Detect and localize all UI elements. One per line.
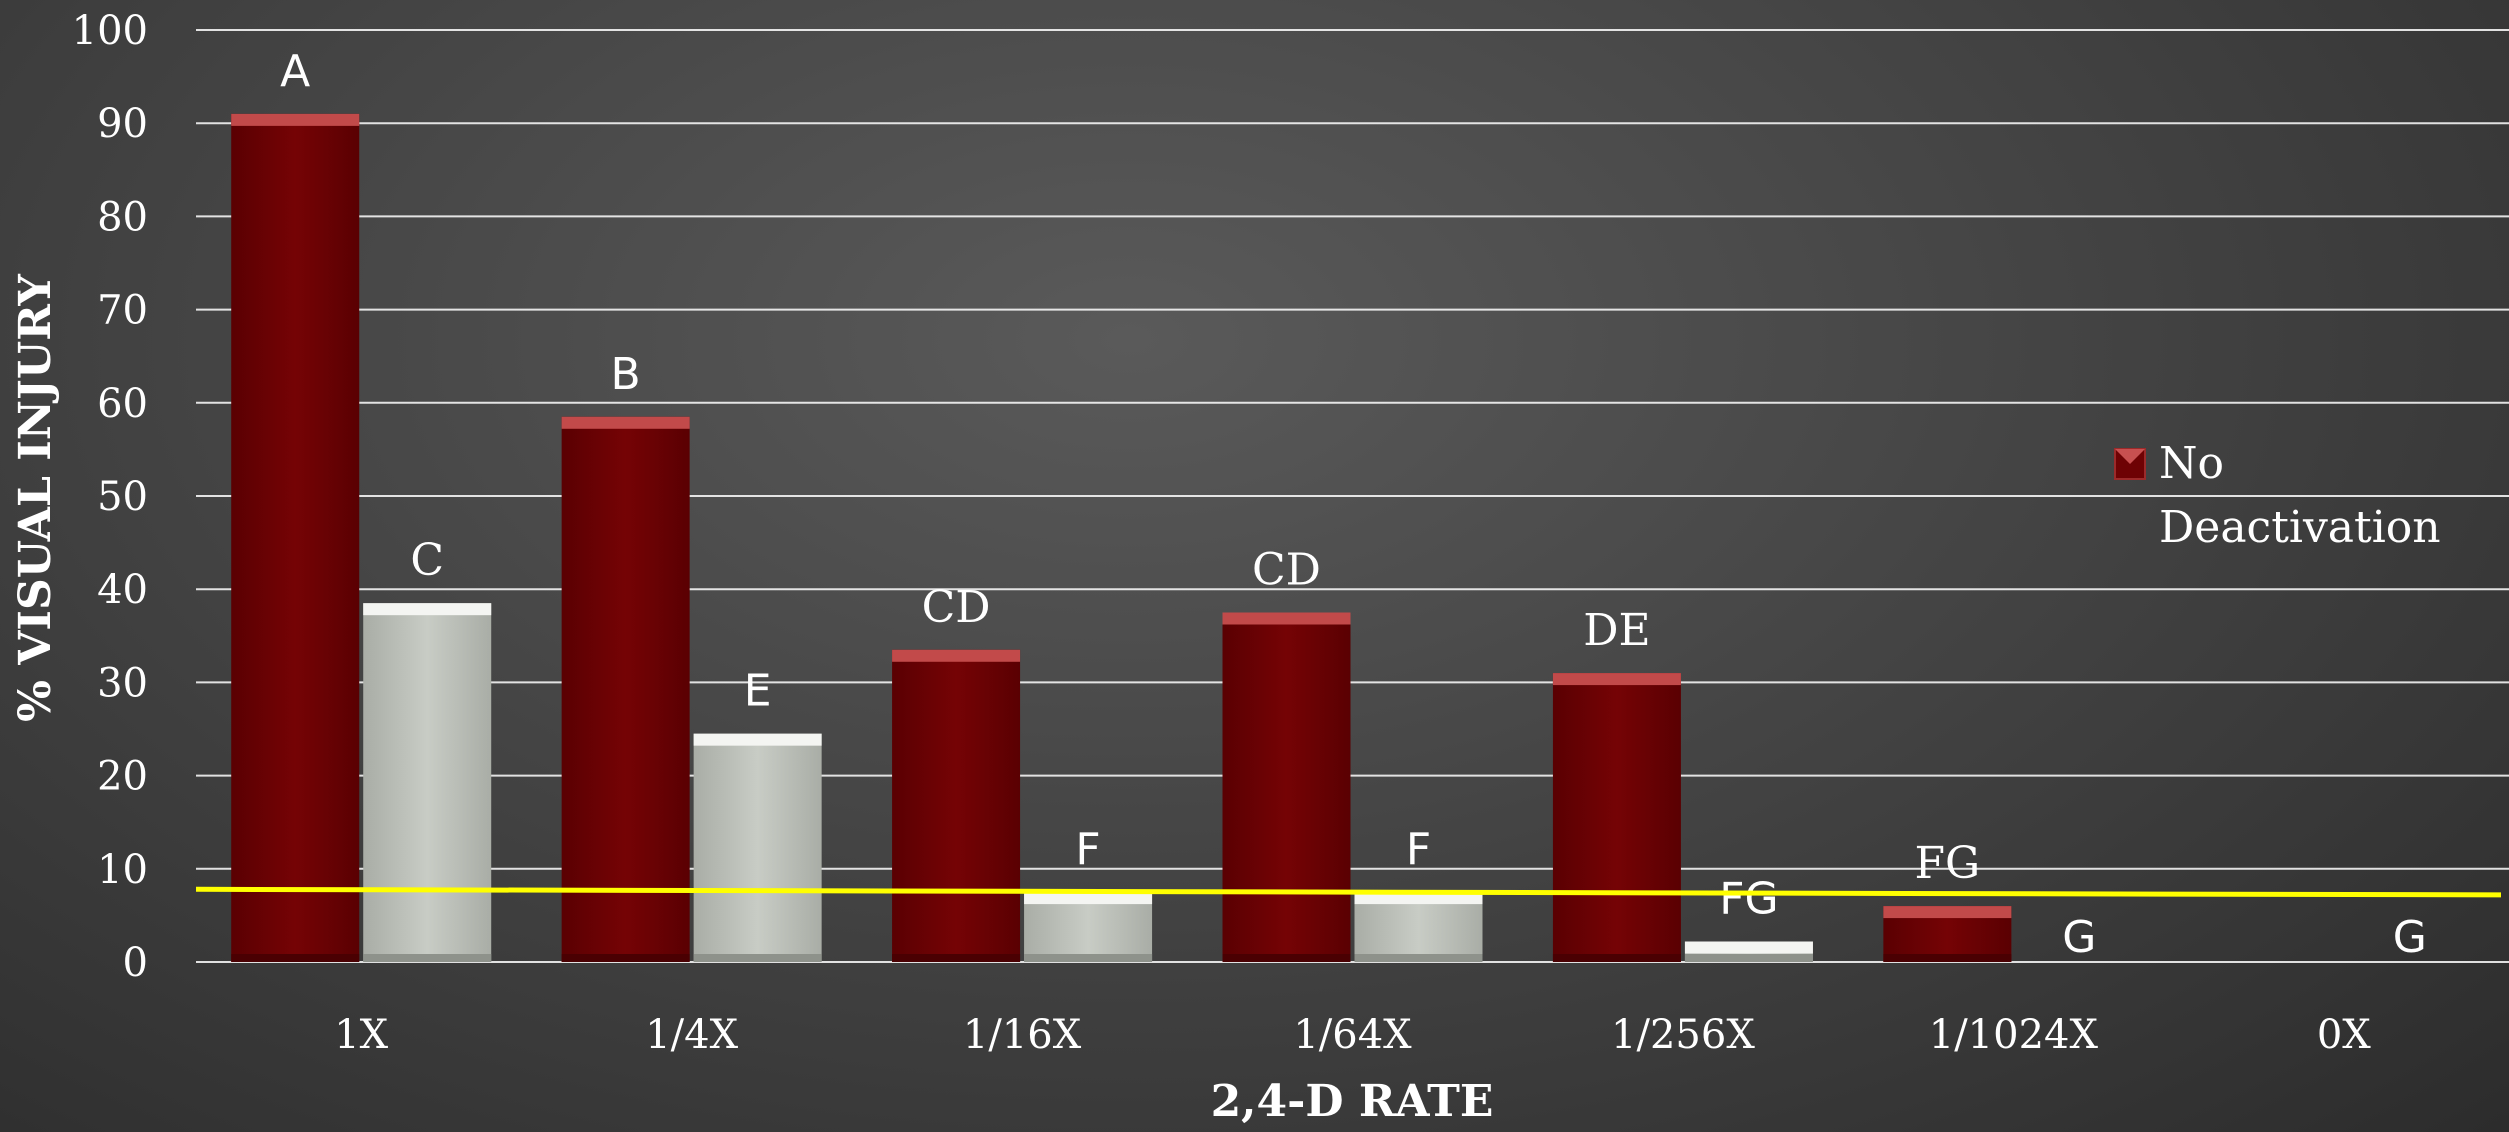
data-label: C <box>410 535 444 586</box>
data-label: G <box>2393 912 2427 963</box>
y-tick-label: 60 <box>97 381 148 427</box>
y-tick-label: 40 <box>97 567 148 613</box>
data-label: G <box>2062 912 2096 963</box>
y-tick-label: 100 <box>72 8 148 54</box>
bar-cap <box>892 649 1021 662</box>
data-label: DE <box>1583 605 1650 656</box>
bar-base <box>693 954 822 962</box>
y-tick-label: 10 <box>97 847 148 893</box>
x-tick-label: 1/16X <box>963 1012 1082 1058</box>
x-tick-label: 1/256X <box>1611 1012 1755 1058</box>
data-label: B <box>611 349 641 400</box>
bar-base <box>363 954 492 962</box>
bar-cap <box>363 603 492 616</box>
data-label: F <box>1075 824 1100 875</box>
bar-1/4X-series-2 <box>693 733 822 962</box>
bar-1/16X-series-1 <box>892 649 1021 962</box>
reference-line <box>195 886 2502 898</box>
bar-cap <box>561 416 690 429</box>
bar-cap <box>1024 892 1153 905</box>
bar-cap <box>693 733 822 746</box>
data-labels: A B CD CD DE FG C E F F FG G G <box>280 46 2427 963</box>
x-tick-label: 1/64X <box>1293 1012 1412 1058</box>
axes: 0 10 20 30 40 50 60 70 80 90 100 1X 1/4X 1/16X 1/64X 1/… <box>72 8 2372 1058</box>
data-label: CD <box>1252 545 1321 596</box>
data-label: E <box>744 666 772 717</box>
y-tick-label: 70 <box>97 288 148 334</box>
bar-cap <box>1883 906 2012 919</box>
x-tick-label: 1X <box>334 1012 388 1058</box>
bar-base <box>1024 954 1153 962</box>
x-tick-label: 1/4X <box>645 1012 738 1058</box>
bar-cap <box>1354 892 1483 905</box>
data-label: F <box>1406 824 1431 875</box>
bar-base <box>892 954 1021 962</box>
gridlines <box>196 29 2509 963</box>
y-tick-label: 0 <box>123 940 148 986</box>
data-label: A <box>280 46 310 97</box>
bar-base <box>1222 954 1351 962</box>
y-tick-label: 20 <box>97 754 148 800</box>
y-tick-label: 50 <box>97 474 148 520</box>
data-label: CD <box>922 582 991 633</box>
bar-1/256X-series-1 <box>1552 673 1681 962</box>
y-tick-label: 80 <box>97 194 148 240</box>
data-label: FG <box>1719 873 1778 924</box>
y-axis-title: % VISUAL INJURY <box>10 274 61 722</box>
bar-cap <box>1552 673 1681 686</box>
bar-1/4X-series-1 <box>561 416 690 962</box>
bar-1X-series-2 <box>363 603 492 962</box>
bar-base <box>1552 954 1681 962</box>
bar-1X-series-1 <box>231 113 360 962</box>
bar-base <box>231 954 360 962</box>
x-tick-label: 0X <box>2317 1012 2371 1058</box>
legend-label-line: Deactivation <box>2159 502 2441 553</box>
y-tick-label: 90 <box>97 101 148 147</box>
bar-base <box>1883 954 2012 962</box>
bar-base <box>1354 954 1483 962</box>
bars <box>231 113 2012 962</box>
data-label: FG <box>1915 838 1981 889</box>
bar-base <box>561 954 690 962</box>
bar-cap <box>1222 612 1351 625</box>
legend-label: No Deactivation <box>2159 438 2441 553</box>
legend-swatch-bevel <box>2115 449 2145 464</box>
x-axis-title: 2,4-D RATE <box>1211 1076 1494 1127</box>
bar-cap <box>1684 941 1813 954</box>
bar-cap <box>231 113 360 126</box>
bar-base <box>1684 954 1813 962</box>
y-tick-label: 30 <box>97 660 148 706</box>
legend: No Deactivation <box>2114 438 2441 553</box>
bar-1/64X-series-1 <box>1222 612 1351 962</box>
x-tick-label: 1/1024X <box>1929 1012 2099 1058</box>
legend-label-line: No <box>2159 438 2224 489</box>
